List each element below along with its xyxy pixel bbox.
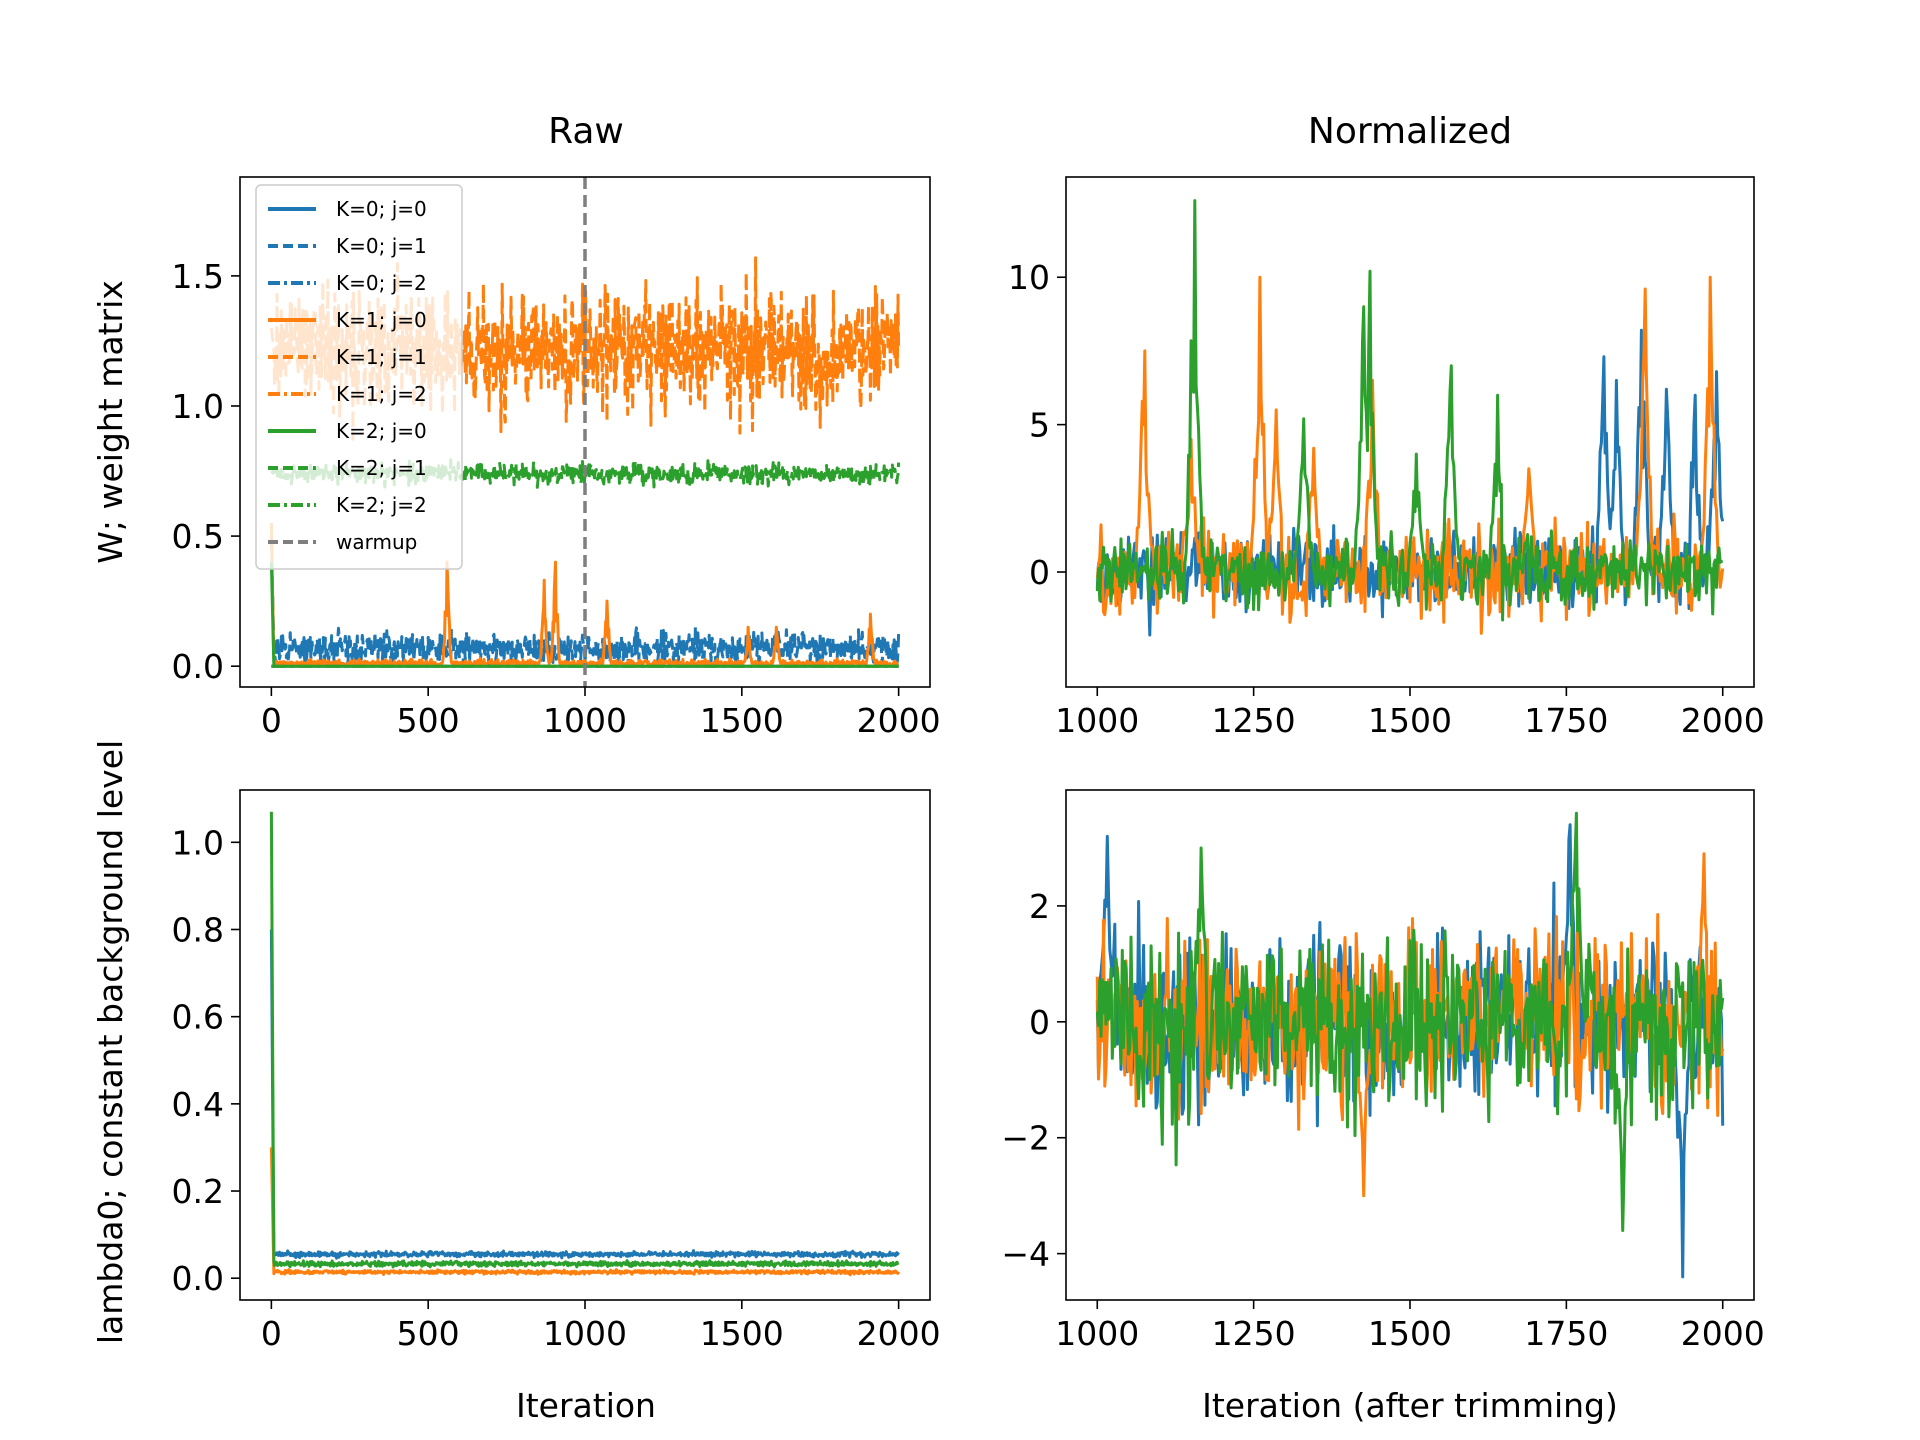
panel-title-raw: Raw	[548, 111, 624, 152]
plot-area	[269, 177, 901, 687]
series-line-k-2	[269, 811, 900, 1269]
legend-label: K=1; j=0	[336, 308, 427, 332]
x-tick-label: 1750	[1524, 1314, 1608, 1353]
plot-area	[1095, 811, 1725, 1279]
x-tick-label: 2000	[1681, 1314, 1765, 1353]
y-tick-label: −2	[1001, 1119, 1050, 1158]
legend-label: K=2; j=1	[336, 456, 427, 480]
y-tick-label: −4	[1001, 1235, 1050, 1274]
y-tick-label: 0.4	[172, 1085, 224, 1124]
x-tick-label: 1500	[1368, 701, 1452, 740]
series-line-k-2	[1095, 199, 1723, 622]
legend-label: K=1; j=1	[336, 345, 427, 369]
x-tick-label: 1000	[1055, 701, 1139, 740]
y-tick-label: 1.0	[172, 387, 224, 426]
panel-lambda-raw: lambda0; constant background level Itera…	[91, 740, 941, 1425]
y-tick-label: 0.6	[172, 998, 224, 1037]
x-tick-label: 0	[261, 701, 282, 740]
x-tick-label: 1500	[700, 701, 784, 740]
legend-label: K=2; j=0	[336, 419, 427, 443]
series-line-k-1	[269, 1147, 901, 1277]
x-tick-label: 2000	[857, 1314, 941, 1353]
panel-w-normalized: Normalized 1000 1250 1500 1750 2000 0 5 10	[1008, 111, 1765, 740]
x-tick-label: 1500	[1368, 1314, 1452, 1353]
x-tick-label: 2000	[1681, 701, 1765, 740]
series-line-k-0	[269, 929, 900, 1260]
plot-area	[1095, 199, 1725, 637]
series-line-k-2	[1095, 811, 1725, 1232]
y-tick-label: 0.5	[172, 517, 224, 556]
xlabel-iteration: Iteration	[516, 1386, 656, 1425]
legend-label: K=2; j=2	[336, 493, 427, 517]
series-line-k-1	[1095, 852, 1725, 1198]
legend-label: K=0; j=1	[336, 234, 427, 258]
ylabel-w: W; weight matrix	[91, 280, 130, 564]
panel-w-raw: Raw W; weight matrix 0 500 1000 1500 2000 0.0…	[91, 111, 941, 740]
series-line-k-0-j-1	[269, 536, 901, 668]
legend-label: K=0; j=0	[336, 197, 427, 221]
x-tick-label: 2000	[857, 701, 941, 740]
x-tick-label: 1250	[1212, 701, 1296, 740]
y-tick-label: 0	[1029, 1003, 1050, 1042]
y-tick-label: 1.5	[172, 257, 224, 296]
ylabel-lambda: lambda0; constant background level	[91, 740, 130, 1344]
y-tick-label: 0.2	[172, 1172, 224, 1211]
x-tick-label: 1000	[1055, 1314, 1139, 1353]
y-tick-label: 0.0	[172, 1259, 224, 1298]
x-tick-label: 1750	[1524, 701, 1608, 740]
xlabel-iteration-trimmed: Iteration (after trimming)	[1202, 1386, 1618, 1425]
panel-lambda-normalized: Iteration (after trimming) 1000 1250 1500 1…	[1001, 789, 1765, 1425]
x-tick-label: 1500	[700, 1314, 784, 1353]
legend-label: warmup	[336, 530, 417, 554]
plot-area	[269, 811, 901, 1277]
x-tick-label: 500	[397, 701, 460, 740]
y-tick-label: 1.0	[172, 823, 224, 862]
panel-title-normalized: Normalized	[1308, 111, 1512, 152]
y-tick-label: 2	[1029, 887, 1050, 926]
x-tick-label: 1000	[543, 1314, 627, 1353]
y-tick-label: 0.8	[172, 910, 224, 949]
x-tick-label: 500	[397, 1314, 460, 1353]
x-tick-label: 1000	[543, 701, 627, 740]
x-tick-label: 1250	[1212, 1314, 1296, 1353]
legend-label: K=1; j=2	[336, 382, 427, 406]
y-tick-label: 5	[1029, 406, 1050, 445]
legend: K=0; j=0 K=0; j=1 K=0; j=2 K=1; j=0 K=1; j=1…	[255, 184, 463, 570]
y-tick-label: 10	[1008, 258, 1050, 297]
y-tick-label: 0	[1029, 553, 1050, 592]
legend-label: K=0; j=2	[336, 271, 427, 295]
x-tick-label: 0	[261, 1314, 282, 1353]
y-tick-label: 0.0	[172, 647, 224, 686]
